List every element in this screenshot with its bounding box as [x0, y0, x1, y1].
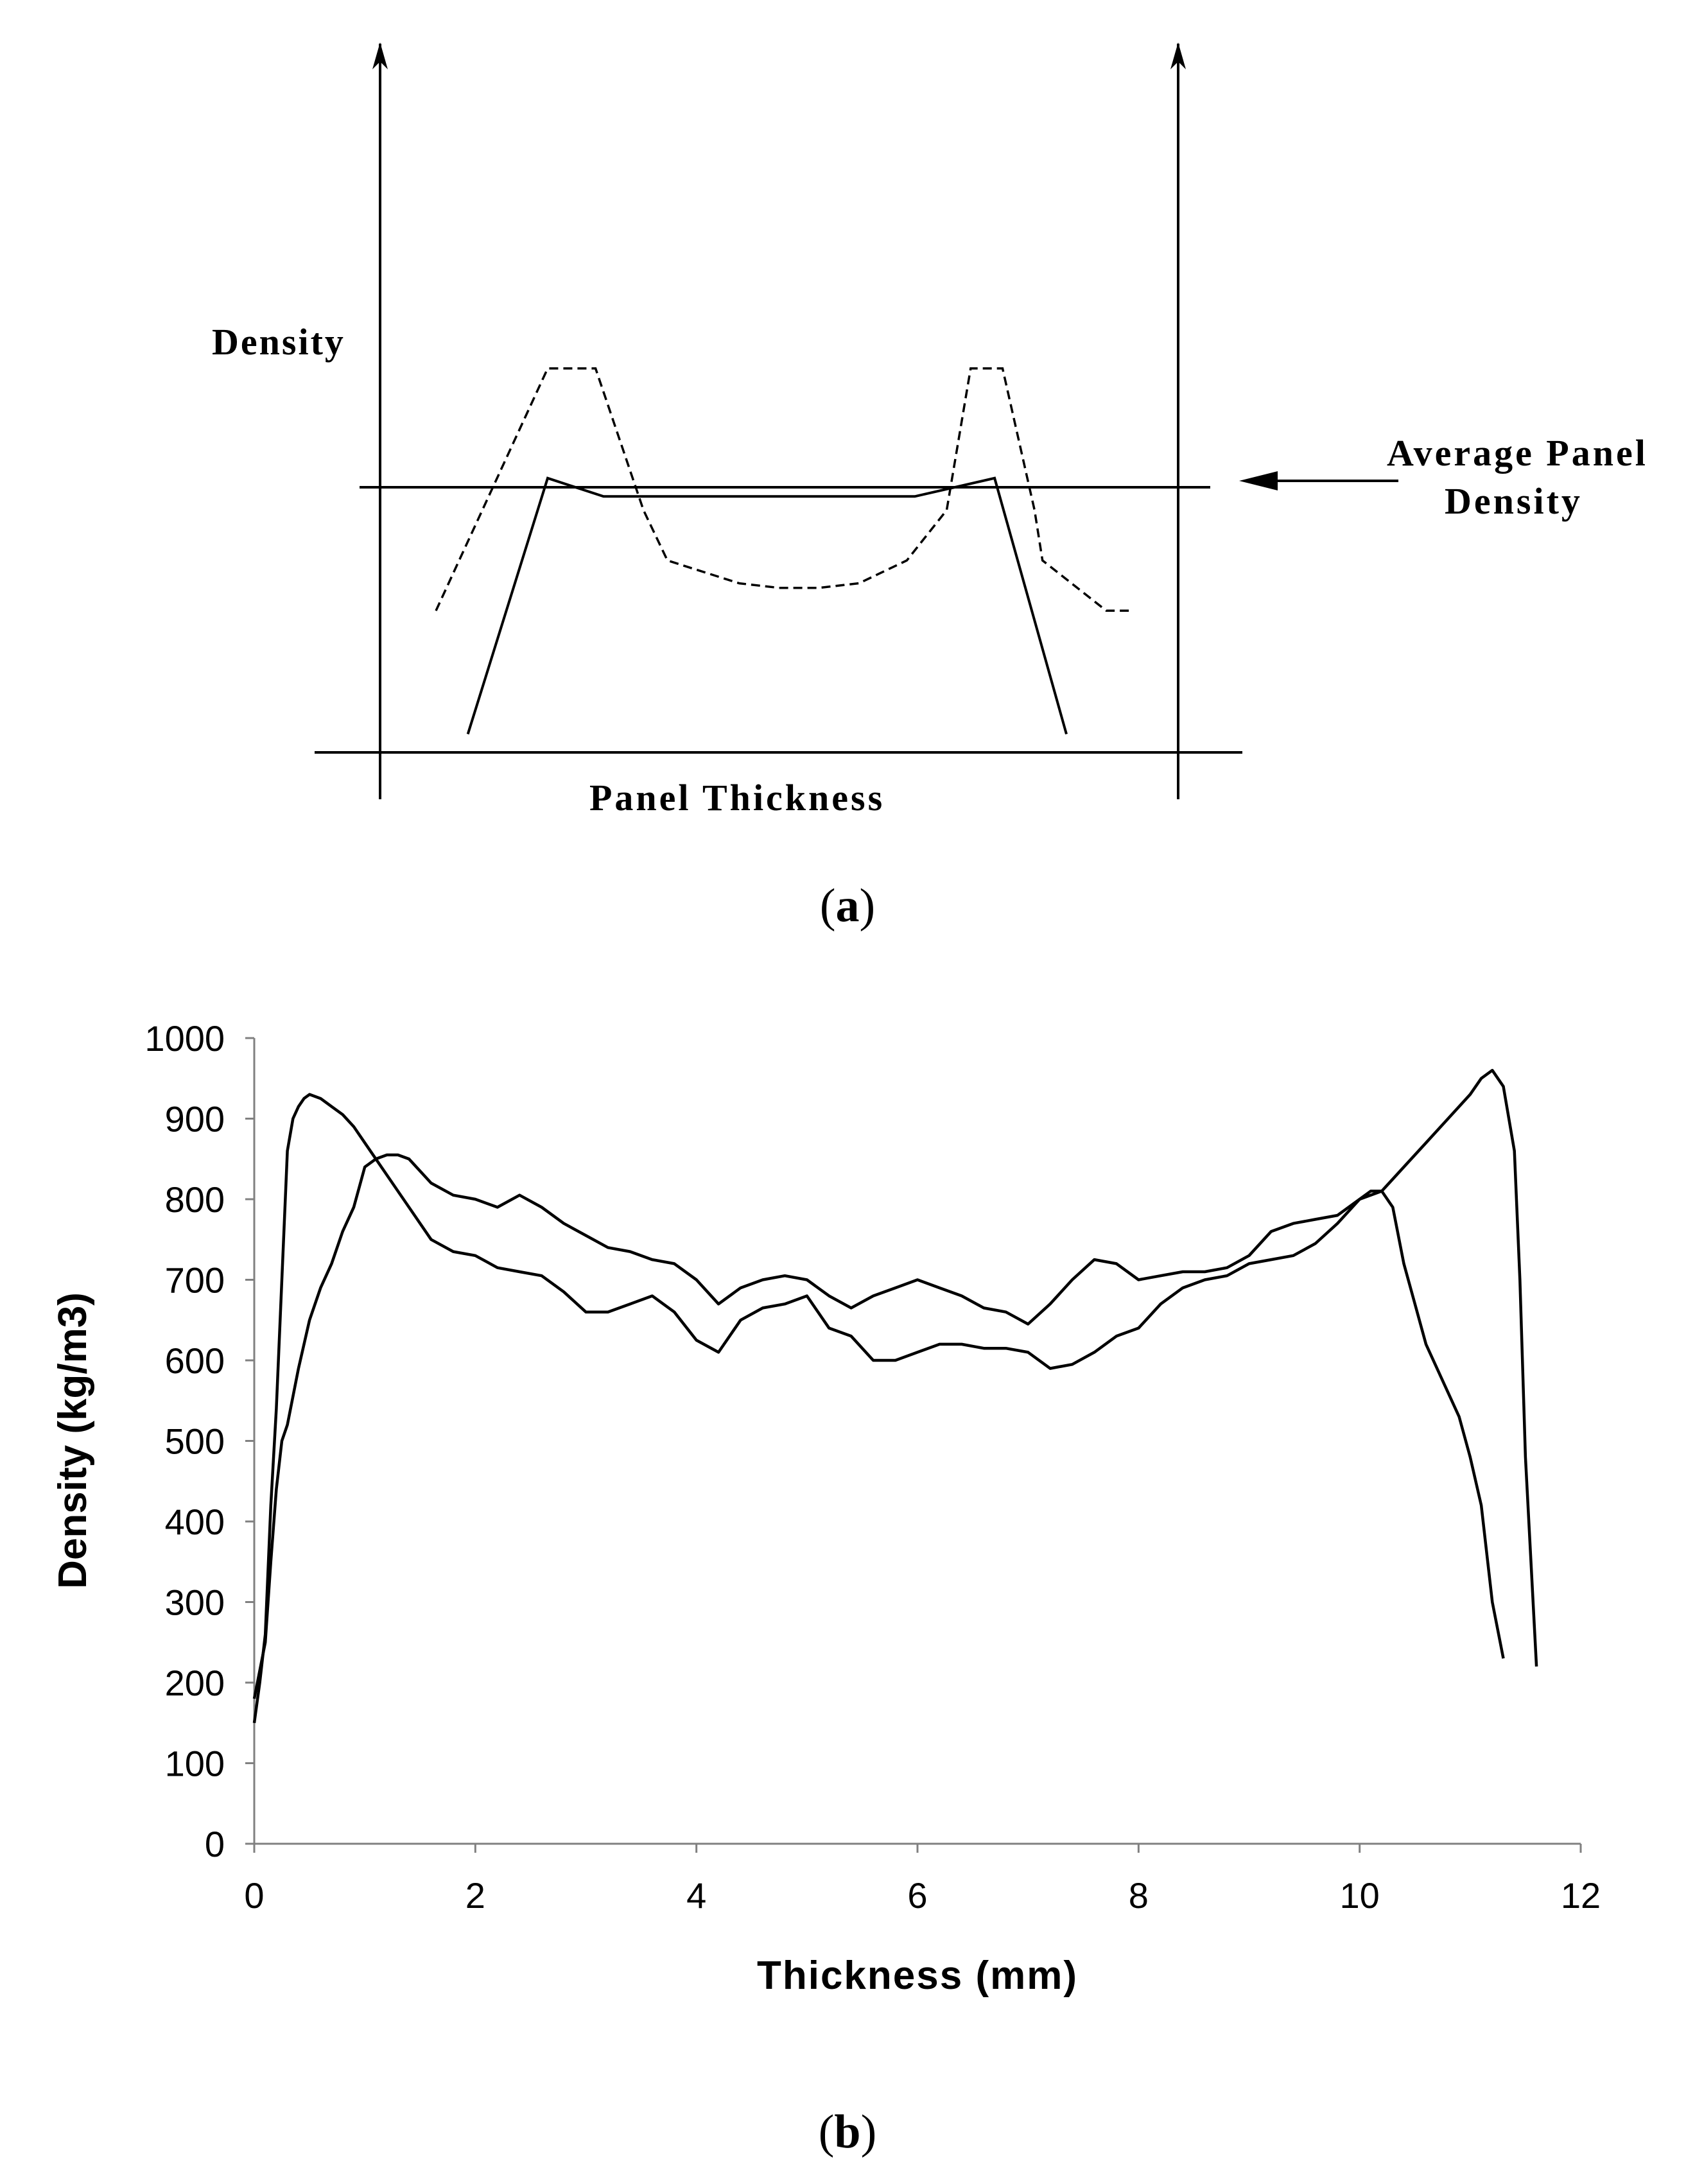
y-ticks: 0 100 200 300 400 500 600 700 800 900 1000	[144, 1018, 254, 1864]
schematic-xlabel: Panel Thickness	[589, 777, 885, 819]
y-tick-label: 200	[165, 1663, 225, 1703]
y-tick-label: 0	[205, 1824, 225, 1864]
x-tick-label: 0	[244, 1875, 264, 1916]
y-tick-label: 600	[165, 1340, 225, 1381]
y-tick-label: 700	[165, 1260, 225, 1301]
schematic-ylabel: Density	[212, 321, 345, 363]
caption-b-letter: b	[834, 2106, 860, 2158]
y-tick-label: 300	[165, 1582, 225, 1623]
x-tick-label: 10	[1340, 1875, 1380, 1916]
x-tick-label: 4	[686, 1875, 706, 1916]
caption-b: (b)	[819, 2106, 876, 2158]
y-tick-label: 800	[165, 1179, 225, 1220]
y-tick-label: 900	[165, 1099, 225, 1140]
series-line-panel-2	[252, 1068, 1538, 1699]
annotation-label-line2: Density	[1445, 480, 1583, 522]
series-lines	[252, 1068, 1538, 1724]
series-line-panel-1	[252, 1093, 1505, 1724]
chart-xlabel: Thickness (mm)	[757, 1954, 1078, 1998]
x-tick-label: 2	[465, 1875, 485, 1916]
left-axis-arrow-icon	[372, 42, 388, 69]
y-tick-label: 400	[165, 1502, 225, 1542]
caption-a-letter: a	[836, 880, 860, 932]
annotation-label-line1: Average Panel	[1387, 432, 1648, 474]
x-tick-label: 8	[1129, 1875, 1149, 1916]
y-tick-label: 500	[165, 1421, 225, 1462]
caption-a: (a)	[820, 880, 875, 932]
y-tick-label: 1000	[144, 1018, 225, 1059]
panel-a-schematic: Density Average Panel Density Panel Thic…	[212, 42, 1648, 932]
x-tick-label: 6	[907, 1875, 927, 1916]
schematic-dashed-profile	[435, 367, 1131, 612]
x-tick-label: 12	[1561, 1875, 1601, 1916]
chart-ylabel: Density (kg/m3)	[51, 1292, 95, 1589]
annotation-arrow-icon	[1239, 471, 1278, 490]
y-tick-label: 100	[165, 1744, 225, 1784]
schematic-solid-profile	[466, 476, 1068, 735]
x-ticks: 0 2 4 6 8 10 12	[244, 1844, 1601, 1916]
panel-b-chart: 0 100 200 300 400 500 600 700 800 900 1000 0 2 4 6 8 10…	[51, 1018, 1601, 2158]
right-axis-arrow-icon	[1170, 42, 1186, 69]
